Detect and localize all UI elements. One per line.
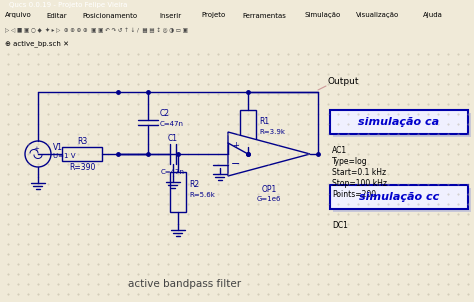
Text: Projeto: Projeto [201,12,225,18]
Text: −: − [231,159,241,169]
Bar [330,185,468,209]
Text: OP1: OP1 [261,185,277,194]
Text: V1: V1 [53,143,63,152]
Text: +: + [33,146,39,152]
Text: R=390: R=390 [69,163,95,172]
Text: C1: C1 [168,134,178,143]
Text: Output: Output [328,77,359,86]
Polygon shape [228,132,310,176]
Bar [330,110,468,134]
Text: R2: R2 [189,180,199,189]
Text: active bandpass filter: active bandpass filter [128,279,242,289]
Bar [333,188,471,212]
Text: Editar: Editar [46,12,67,18]
Text: Points=200: Points=200 [332,190,376,199]
Bar [62,147,102,161]
Text: R=3.9k: R=3.9k [259,128,285,134]
Text: C=47n: C=47n [160,121,184,127]
Text: G=1e6: G=1e6 [257,196,281,202]
Text: Arquivo: Arquivo [5,12,31,18]
Text: DC1: DC1 [332,221,348,230]
Text: simulação ca: simulação ca [358,117,439,127]
Text: R=5.6k: R=5.6k [189,192,215,198]
Text: AC1: AC1 [332,146,347,155]
Text: +: + [233,142,239,150]
Text: Visualização: Visualização [356,12,399,18]
Text: Stop=100 kHz: Stop=100 kHz [332,179,387,188]
Text: Ferramentas: Ferramentas [242,12,286,18]
Bar [333,113,471,137]
Text: Type=log: Type=log [332,157,368,166]
Text: C2: C2 [160,110,170,118]
Text: ▷ ◁ ■ ▣ ○ ◆  ✦ ▸ ▷  ⊕ ⊕ ⊕ ⊕  ▣ ▣ ↶ ↷ ↺ ↑ ↓ /  ▦ ▤ ↕ ◎ ◑ ▭ ▣: ▷ ◁ ■ ▣ ○ ◆ ✦ ▸ ▷ ⊕ ⊕ ⊕ ⊕ ▣ ▣ ↶ ↷ ↺ ↑ ↓ … [5,27,188,33]
Bar [170,172,186,212]
Text: C=47n: C=47n [161,169,185,175]
Bar [240,110,256,147]
Text: simulação cc: simulação cc [359,192,439,202]
Text: R1: R1 [259,117,269,126]
Text: Inserir: Inserir [160,12,182,18]
Text: Simulação: Simulação [304,12,340,18]
Text: Posicionamento: Posicionamento [82,12,137,18]
Text: R3: R3 [77,137,87,146]
Text: U=1 V: U=1 V [53,153,75,159]
Text: ⊕ active_bp.sch ✕: ⊕ active_bp.sch ✕ [5,40,69,47]
Text: Start=0.1 kHz: Start=0.1 kHz [332,168,386,177]
Text: Ajuda: Ajuda [423,12,443,18]
Text: Qucs 0.0.19 - Projeto Felipe Vieira: Qucs 0.0.19 - Projeto Felipe Vieira [9,2,128,8]
